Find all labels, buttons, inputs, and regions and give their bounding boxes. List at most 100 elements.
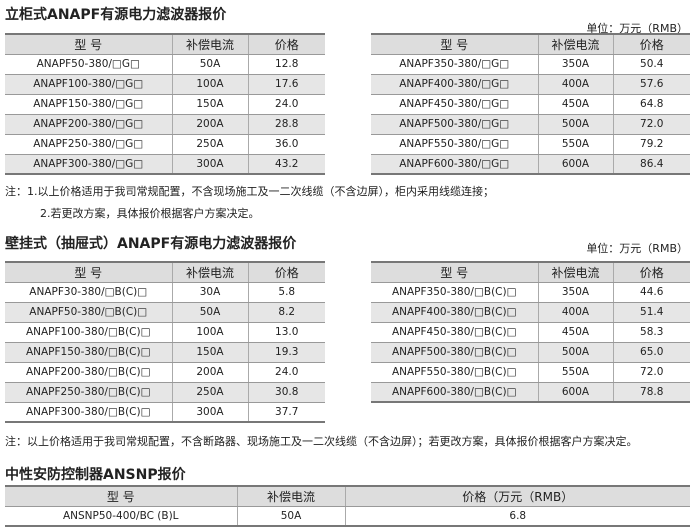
current-cell: 600A [537,154,613,175]
header-row: 型 号补偿电流 价格 [5,262,325,283]
column-header: 型 号 [5,486,237,507]
price-cell: 17.6 [247,74,325,95]
column-header: 价格 [612,34,690,55]
model-cell: ANAPF600-380/□B(C)□ [371,382,538,403]
table-row: ANAPF300-380/□G□ 300A 43.2 [5,154,325,175]
table-row: ANAPF400-380/□B(C)□ 400A 51.4 [371,302,690,323]
section2-title: 壁挂式（抽屉式）ANAPF有源电力滤波器报价 [5,236,297,252]
model-cell: ANAPF450-380/□G□ [371,94,538,115]
price-cell: 6.8 [344,506,690,527]
model-cell: ANSNP50-400/BC (B)L [5,506,237,527]
price-cell: 51.4 [612,302,690,323]
table-row: ANAPF350-380/□B(C)□ 350A 44.6 [371,282,690,303]
current-cell: 100A [171,74,248,95]
table-row: ANAPF450-380/□G□ 450A 64.8 [371,94,690,115]
current-cell: 350A [537,54,613,75]
model-cell: ANAPF500-380/□B(C)□ [371,342,538,363]
current-cell: 30A [171,282,248,303]
table-row: ANAPF250-380/□B(C)□ 250A 30.8 [5,382,325,403]
table-row: ANSNP50-400/BC (B)L 50A 6.8 [5,506,690,527]
table-row: ANAPF150-380/□B(C)□ 150A 19.3 [5,342,325,363]
section1-note2: 2.若更改方案，具体报价根据客户方案决定。 [40,207,260,220]
model-cell: ANAPF100-380/□G□ [5,74,172,95]
price-cell: 24.0 [247,94,325,115]
table-row: ANAPF550-380/□G□ 550A 79.2 [371,134,690,155]
price-cell: 5.8 [247,282,325,303]
price-cell: 65.0 [612,342,690,363]
header-row: 型 号补偿电流 价格 [371,262,690,283]
model-cell: ANAPF400-380/□G□ [371,74,538,95]
price-cell: 78.8 [612,382,690,403]
table-row: ANAPF550-380/□B(C)□ 550A 72.0 [371,362,690,383]
current-cell: 150A [171,94,248,115]
section2-table-left: 型 号补偿电流 价格 ANAPF30-380/□B(C)□ 30A 5.8 ANAPF50… [5,261,325,423]
current-cell: 450A [537,94,613,115]
model-cell: ANAPF200-380/□G□ [5,114,172,135]
column-header: 补偿电流 [537,262,613,283]
table-row: ANAPF100-380/□G□ 100A 17.6 [5,74,325,95]
header-row: 型 号补偿电流 价格 [5,34,325,55]
section1-table-left: 型 号补偿电流 价格 ANAPF50-380/□G□ 50A 12.8 ANAPF100-… [5,33,325,175]
current-cell: 100A [171,322,248,343]
model-cell: ANAPF600-380/□G□ [371,154,538,175]
current-cell: 50A [171,54,248,75]
model-cell: ANAPF50-380/□B(C)□ [5,302,172,323]
column-header: 补偿电流 [171,34,248,55]
model-cell: ANAPF200-380/□B(C)□ [5,362,172,383]
current-cell: 250A [171,382,248,403]
table-row: ANAPF150-380/□G□ 150A 24.0 [5,94,325,115]
section2-table-right: 型 号补偿电流 价格 ANAPF350-380/□B(C)□ 350A 44.6 ANAP… [371,261,690,403]
current-cell: 400A [537,302,613,323]
price-cell: 72.0 [612,114,690,135]
current-cell: 550A [537,362,613,383]
table-row: ANAPF50-380/□G□ 50A 12.8 [5,54,325,75]
price-cell: 50.4 [612,54,690,75]
current-cell: 450A [537,322,613,343]
price-cell: 64.8 [612,94,690,115]
column-header: 补偿电流 [171,262,248,283]
current-cell: 300A [171,154,248,175]
column-header: 型 号 [371,262,538,283]
model-cell: ANAPF450-380/□B(C)□ [371,322,538,343]
price-cell: 28.8 [247,114,325,135]
model-cell: ANAPF30-380/□B(C)□ [5,282,172,303]
table-row: ANAPF250-380/□G□ 250A 36.0 [5,134,325,155]
table-row: ANAPF400-380/□G□ 400A 57.6 [371,74,690,95]
price-cell: 72.0 [612,362,690,383]
price-cell: 12.8 [247,54,325,75]
section3-table: 型 号补偿电流 价格（万元（RMB） ANSNP50-400/BC (B)L 50A 6… [5,485,690,527]
table-row: ANAPF600-380/□B(C)□ 600A 78.8 [371,382,690,403]
table-row: ANAPF50-380/□B(C)□ 50A 8.2 [5,302,325,323]
column-header: 型 号 [5,262,172,283]
column-header: 价格（万元（RMB） [344,486,690,507]
column-header: 价格 [247,34,325,55]
column-header: 补偿电流 [236,486,345,507]
model-cell: ANAPF550-380/□B(C)□ [371,362,538,383]
price-cell: 24.0 [247,362,325,383]
table-row: ANAPF450-380/□B(C)□ 450A 58.3 [371,322,690,343]
column-header: 补偿电流 [537,34,613,55]
model-cell: ANAPF350-380/□G□ [371,54,538,75]
column-header: 价格 [612,262,690,283]
header-row: 型 号补偿电流 价格（万元（RMB） [5,486,690,507]
model-cell: ANAPF500-380/□G□ [371,114,538,135]
table-row: ANAPF350-380/□G□ 350A 50.4 [371,54,690,75]
table-row: ANAPF200-380/□B(C)□ 200A 24.0 [5,362,325,383]
price-cell: 79.2 [612,134,690,155]
price-cell: 57.6 [612,74,690,95]
current-cell: 550A [537,134,613,155]
price-cell: 44.6 [612,282,690,303]
section3-title: 中性安防控制器ANSNP报价 [5,467,186,483]
table-row: ANAPF300-380/□B(C)□ 300A 37.7 [5,402,325,423]
column-header: 型 号 [371,34,538,55]
model-cell: ANAPF350-380/□B(C)□ [371,282,538,303]
model-cell: ANAPF550-380/□G□ [371,134,538,155]
current-cell: 300A [171,402,248,423]
current-cell: 50A [171,302,248,323]
model-cell: ANAPF400-380/□B(C)□ [371,302,538,323]
table-row: ANAPF200-380/□G□ 200A 28.8 [5,114,325,135]
price-cell: 19.3 [247,342,325,363]
current-cell: 400A [537,74,613,95]
model-cell: ANAPF100-380/□B(C)□ [5,322,172,343]
price-cell: 8.2 [247,302,325,323]
